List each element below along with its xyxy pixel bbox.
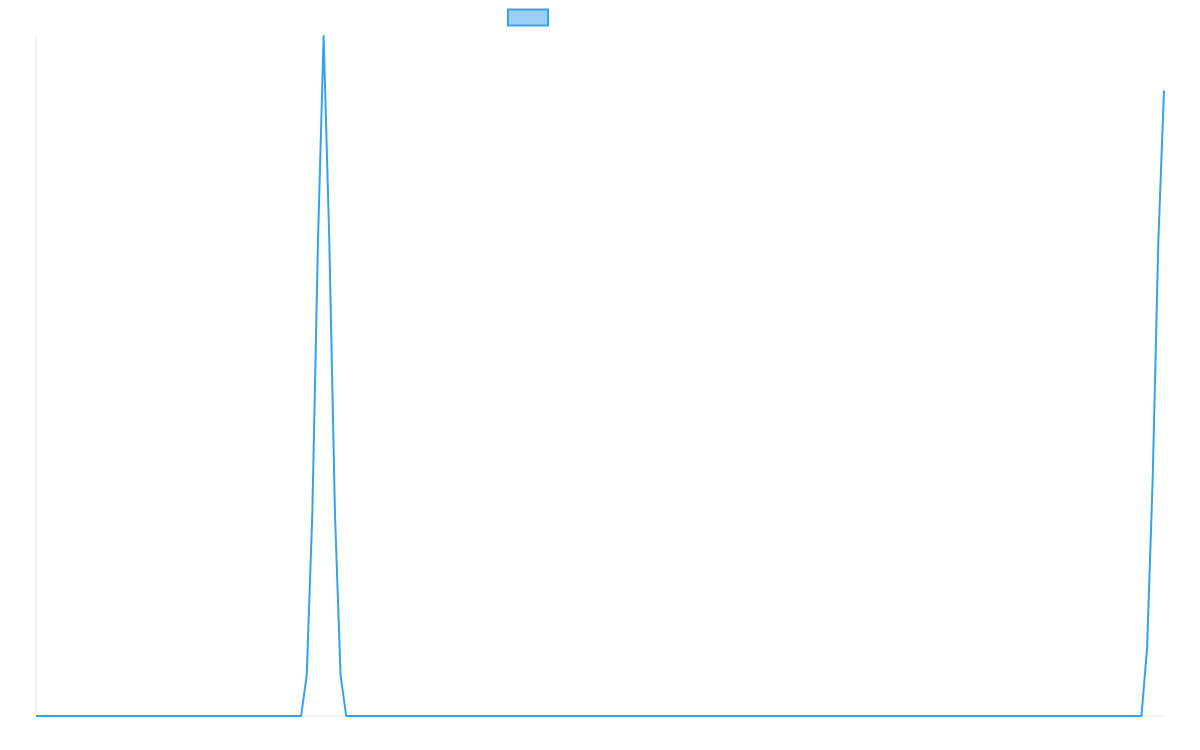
legend-swatch[interactable] — [507, 8, 549, 27]
data-point[interactable] — [1161, 87, 1167, 93]
data-point[interactable] — [33, 713, 39, 719]
series-line — [36, 35, 1165, 717]
series-layer — [33, 33, 1167, 719]
data-point[interactable] — [1155, 237, 1161, 243]
data-point[interactable] — [343, 713, 349, 719]
data-point[interactable] — [1138, 713, 1144, 719]
data-point[interactable] — [1150, 475, 1156, 481]
data-point[interactable] — [321, 33, 327, 39]
data-point[interactable] — [326, 237, 332, 243]
legend — [507, 8, 549, 27]
data-point[interactable] — [332, 509, 338, 515]
data-point[interactable] — [304, 672, 310, 678]
data-point[interactable] — [298, 713, 304, 719]
data-point[interactable] — [1144, 645, 1150, 651]
axes — [35, 36, 1164, 717]
data-point[interactable] — [315, 237, 321, 243]
data-point[interactable] — [338, 672, 344, 678]
data-point[interactable] — [309, 509, 315, 515]
